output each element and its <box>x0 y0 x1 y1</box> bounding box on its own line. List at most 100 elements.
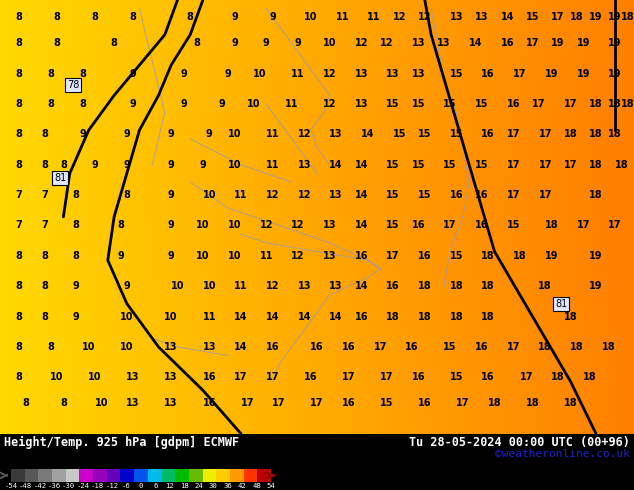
Text: 18: 18 <box>513 251 527 261</box>
Text: 16: 16 <box>475 342 489 352</box>
Text: 18: 18 <box>564 129 578 140</box>
Text: 9: 9 <box>200 160 206 170</box>
Text: 8: 8 <box>73 251 79 261</box>
Text: 8: 8 <box>16 38 22 49</box>
Text: 13: 13 <box>323 251 337 261</box>
Text: 13: 13 <box>164 398 178 408</box>
Text: 8: 8 <box>16 99 22 109</box>
Text: -24: -24 <box>77 483 90 489</box>
Text: Tu 28-05-2024 00:00 UTC (00+96): Tu 28-05-2024 00:00 UTC (00+96) <box>409 436 630 449</box>
Text: 15: 15 <box>475 160 489 170</box>
Text: 8: 8 <box>193 38 200 49</box>
Bar <box>134 469 148 482</box>
Text: 14: 14 <box>329 160 343 170</box>
Text: 8: 8 <box>187 12 193 23</box>
Text: 10: 10 <box>82 342 96 352</box>
Text: 12: 12 <box>418 12 432 23</box>
Bar <box>11 469 25 482</box>
Text: 15: 15 <box>386 190 400 200</box>
Text: 10: 10 <box>202 190 216 200</box>
Text: 8: 8 <box>48 69 54 79</box>
Text: 9: 9 <box>168 251 174 261</box>
Text: 10: 10 <box>247 99 261 109</box>
Text: 9: 9 <box>269 12 276 23</box>
Text: 8: 8 <box>16 251 22 261</box>
Text: 19: 19 <box>608 69 622 79</box>
Text: 81: 81 <box>54 173 67 183</box>
Text: 19: 19 <box>608 38 622 49</box>
Text: 17: 17 <box>538 190 552 200</box>
Text: 18: 18 <box>621 12 634 23</box>
Text: 9: 9 <box>130 69 136 79</box>
Text: 10: 10 <box>228 220 242 230</box>
Text: 12: 12 <box>259 220 273 230</box>
Text: 7: 7 <box>41 190 48 200</box>
Text: 12: 12 <box>165 483 174 489</box>
Text: 16: 16 <box>202 398 216 408</box>
Text: 19: 19 <box>545 251 559 261</box>
Text: 18: 18 <box>538 281 552 291</box>
Text: 8: 8 <box>48 342 54 352</box>
Text: 13: 13 <box>329 129 343 140</box>
Text: 8: 8 <box>60 398 67 408</box>
Text: 12: 12 <box>291 220 305 230</box>
Text: 16: 16 <box>405 342 419 352</box>
Text: 10: 10 <box>228 160 242 170</box>
Bar <box>189 469 203 482</box>
Text: 9: 9 <box>181 69 187 79</box>
Text: 12: 12 <box>266 281 280 291</box>
Text: 9: 9 <box>231 38 238 49</box>
Text: 17: 17 <box>507 342 521 352</box>
Text: 18: 18 <box>481 251 495 261</box>
Text: 9: 9 <box>225 69 231 79</box>
Text: 13: 13 <box>354 69 368 79</box>
Text: 12: 12 <box>291 251 305 261</box>
Text: 9: 9 <box>168 190 174 200</box>
Text: 12: 12 <box>266 190 280 200</box>
Text: 13: 13 <box>437 38 451 49</box>
Text: 17: 17 <box>608 220 622 230</box>
Text: 8: 8 <box>73 190 79 200</box>
Text: -36: -36 <box>48 483 61 489</box>
Text: 13: 13 <box>126 372 140 382</box>
Text: 18: 18 <box>538 342 552 352</box>
Text: 17: 17 <box>564 160 578 170</box>
Text: 16: 16 <box>450 190 463 200</box>
Text: -42: -42 <box>34 483 46 489</box>
Text: 17: 17 <box>576 220 590 230</box>
Text: 10: 10 <box>253 69 267 79</box>
Text: 8: 8 <box>48 99 54 109</box>
Text: 18: 18 <box>614 160 628 170</box>
Text: 13: 13 <box>323 220 337 230</box>
Text: 10: 10 <box>94 398 108 408</box>
Text: 17: 17 <box>507 160 521 170</box>
Text: 10: 10 <box>304 12 318 23</box>
Text: 9: 9 <box>231 12 238 23</box>
Text: 14: 14 <box>297 312 311 321</box>
Text: 18: 18 <box>570 12 584 23</box>
Text: 19: 19 <box>589 12 603 23</box>
Text: 17: 17 <box>310 398 324 408</box>
Text: 11: 11 <box>266 129 280 140</box>
Text: -54: -54 <box>4 483 18 489</box>
Text: 17: 17 <box>266 372 280 382</box>
Bar <box>243 469 257 482</box>
Text: 0: 0 <box>139 483 143 489</box>
Text: 18: 18 <box>481 312 495 321</box>
Text: 15: 15 <box>450 129 463 140</box>
Text: 7: 7 <box>41 220 48 230</box>
Text: 9: 9 <box>219 99 225 109</box>
Text: 19: 19 <box>576 38 590 49</box>
Text: 9: 9 <box>168 129 174 140</box>
Text: 11: 11 <box>367 12 381 23</box>
Text: 15: 15 <box>450 251 463 261</box>
Text: 15: 15 <box>507 220 521 230</box>
Text: -48: -48 <box>19 483 32 489</box>
Text: 17: 17 <box>380 372 394 382</box>
Text: 8: 8 <box>16 312 22 321</box>
Bar <box>216 469 230 482</box>
Text: 9: 9 <box>124 281 130 291</box>
Text: 9: 9 <box>295 38 301 49</box>
Text: 17: 17 <box>240 398 254 408</box>
Text: 9: 9 <box>181 99 187 109</box>
